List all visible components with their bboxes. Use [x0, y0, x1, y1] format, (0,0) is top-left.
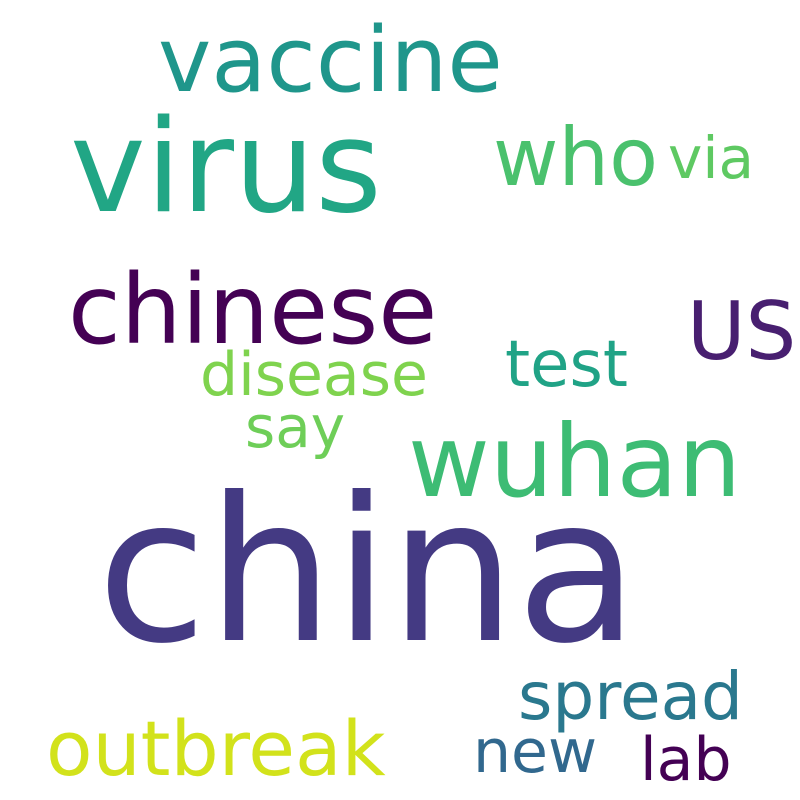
word-test: test [505, 328, 628, 402]
word-via: via [668, 124, 754, 192]
word-china: china [97, 455, 639, 688]
word-chinese: chinese [68, 254, 438, 366]
word-who: who [493, 111, 659, 204]
word-lab: lab [640, 725, 732, 795]
word-disease: disease [200, 340, 428, 410]
word-vaccine: vaccine [158, 8, 503, 113]
word-say: say [245, 393, 346, 461]
word-virus: virus [70, 93, 382, 242]
word-spread: spread [518, 658, 743, 735]
word-US: US [687, 285, 797, 378]
word-new: new [473, 717, 598, 787]
word-outbreak: outbreak [46, 704, 386, 793]
word-wuhan: wuhan [408, 403, 742, 520]
